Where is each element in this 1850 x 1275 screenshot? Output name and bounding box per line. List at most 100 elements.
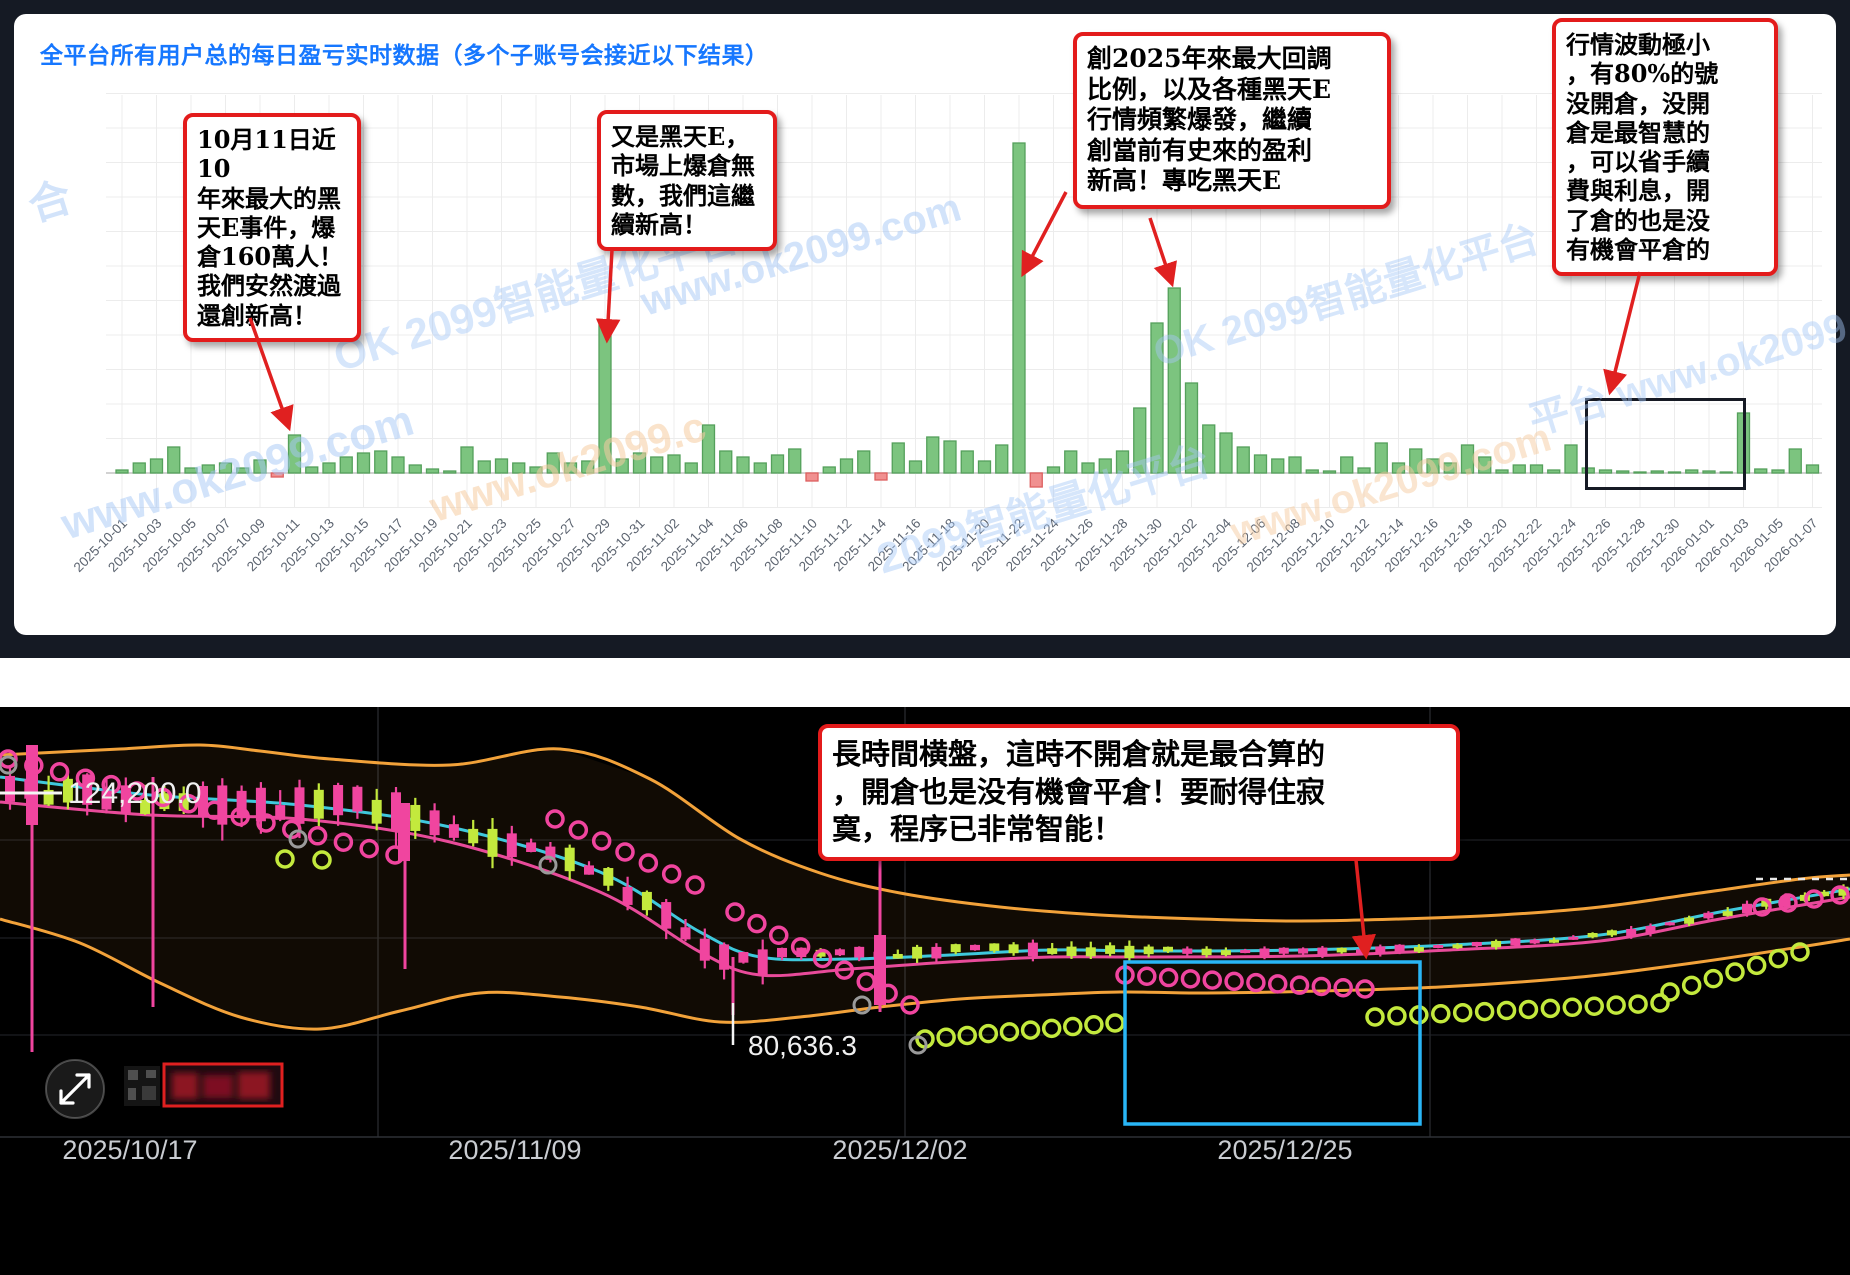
candle-body	[1085, 947, 1096, 957]
pnl-bar	[908, 460, 923, 474]
sar-circle	[545, 809, 565, 829]
candle-body	[622, 886, 633, 905]
pnl-bar	[1685, 469, 1699, 474]
candle-body	[777, 947, 787, 958]
pnl-bar	[822, 466, 836, 474]
pnl-bar	[1650, 470, 1664, 474]
candle-body	[5, 775, 15, 802]
candle-body	[1645, 926, 1656, 934]
sar-circle	[685, 875, 705, 895]
sar-circle	[24, 755, 44, 776]
pnl-bar	[218, 462, 233, 474]
pnl-bar	[770, 454, 785, 474]
candle-body	[1452, 944, 1463, 949]
sar-circle	[936, 1027, 956, 1047]
sar-circle	[307, 826, 328, 846]
pnl-bar	[995, 444, 1009, 474]
pnl-bar	[598, 322, 612, 474]
panel-title: 全平台所有用户总的每日盈亏实时数据（多个子账号会接近以下结果）	[40, 42, 769, 68]
sar-circle	[1020, 1020, 1041, 1040]
pnl-bar	[1081, 462, 1095, 474]
sar-circle	[1650, 993, 1670, 1013]
annotation-max-drawdown: 創2025年來最大回調 比例，以及各種黑天E 行情頻繁爆發，繼續 創當前有史來的…	[1073, 32, 1391, 209]
sar-circle-gray	[852, 995, 872, 1015]
candle-body	[198, 786, 208, 817]
candle-body	[564, 847, 575, 872]
candle-body	[1008, 944, 1019, 954]
sar-circle	[153, 787, 173, 808]
candle-body	[468, 828, 479, 844]
pnl-bar	[1012, 142, 1026, 474]
candle-body	[1780, 896, 1791, 907]
candle-body	[140, 800, 151, 814]
pnl-bar	[667, 454, 681, 474]
brand-box[interactable]	[162, 1062, 284, 1108]
candle-body	[699, 938, 710, 961]
candle-body	[1182, 948, 1193, 954]
kline-chart: 124,200.0 80,636.3 2025/10/17 2025/11/09…	[0, 707, 1850, 1165]
pnl-bar	[287, 434, 302, 474]
pnl-bar	[374, 450, 388, 474]
sar-circle	[1752, 897, 1772, 917]
candle-body	[313, 789, 324, 819]
sar-circle	[638, 853, 659, 873]
candle-body	[661, 902, 672, 929]
candle-body	[1047, 948, 1058, 954]
sar-circle	[834, 960, 855, 980]
pnl-bar	[1564, 444, 1578, 474]
pnl-bar	[546, 452, 560, 474]
pnl-bar	[1478, 456, 1492, 474]
bollinger-upper	[0, 743, 1850, 923]
sar-circle	[1606, 995, 1626, 1015]
pnl-bar	[1495, 469, 1509, 474]
sar-circle-gray	[538, 855, 558, 875]
candle-body	[236, 790, 247, 819]
sar-circle	[359, 838, 379, 859]
candle-body	[1027, 942, 1038, 957]
pnl-bar	[305, 466, 319, 474]
candle-body	[1066, 946, 1077, 957]
candle-body	[410, 804, 421, 831]
candle-body	[757, 949, 768, 975]
pnl-bar	[1236, 446, 1250, 474]
candle-body	[275, 805, 286, 820]
sar-circle	[856, 972, 876, 992]
pnl-bar	[1202, 424, 1216, 474]
sar-circle	[1804, 889, 1824, 909]
sar-circle	[1790, 942, 1810, 962]
sar-circle	[204, 800, 225, 820]
pnl-bar	[615, 458, 629, 474]
sar-circle	[385, 845, 405, 865]
expand-button[interactable]	[45, 1059, 105, 1119]
pnl-bar	[1805, 464, 1820, 474]
sar-circle	[878, 983, 898, 1004]
sar-circle	[1246, 972, 1266, 993]
candle-body	[1664, 922, 1675, 926]
candle-body	[352, 786, 363, 812]
pnl-bar	[1340, 456, 1354, 474]
pnl-bar	[1512, 464, 1526, 474]
pnl-bar	[236, 467, 250, 474]
sar-circle	[1681, 975, 1702, 996]
sar-circle	[1562, 997, 1583, 1018]
sar-circle	[1267, 974, 1288, 994]
pnl-bar	[1702, 470, 1716, 474]
pnl-bar	[753, 462, 767, 474]
pnl-bar	[477, 460, 491, 474]
sar-circle	[230, 806, 250, 827]
bollinger-fill	[0, 745, 1850, 1029]
pnl-bar	[1046, 466, 1061, 474]
pnl-bar	[1460, 444, 1475, 474]
pnl-bar	[443, 470, 457, 474]
sar-circle	[1452, 1002, 1473, 1023]
candle-body	[1201, 948, 1212, 956]
candle-body	[1105, 945, 1116, 954]
sar-circle	[747, 913, 767, 934]
pnl-bar	[184, 467, 198, 474]
candle-body	[854, 946, 865, 958]
x-axis-label: 2025/12/02	[832, 1135, 967, 1165]
pnl-bar	[839, 458, 854, 474]
pnl-bar	[167, 446, 181, 474]
sar-circle	[1311, 976, 1332, 997]
candle-body	[159, 793, 170, 810]
